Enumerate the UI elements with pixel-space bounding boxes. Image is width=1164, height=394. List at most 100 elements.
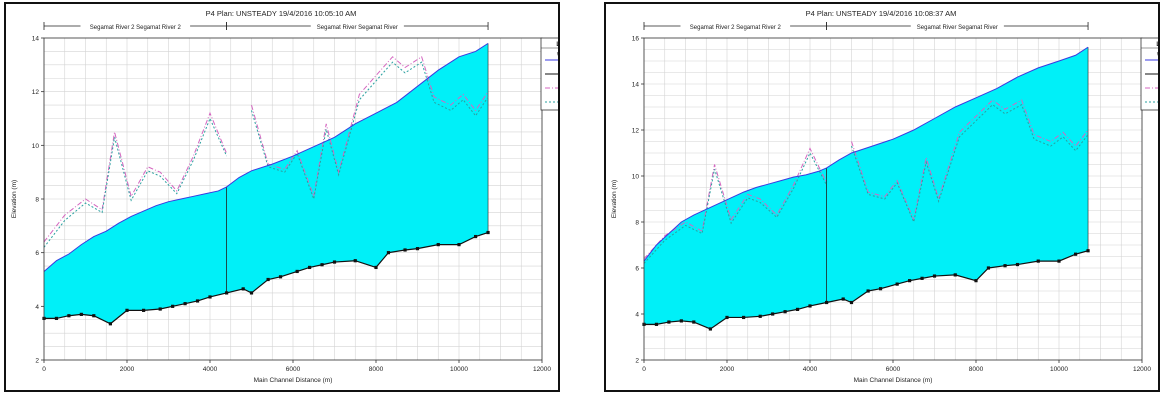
x-tick-label: 12000: [1133, 366, 1151, 373]
rob-line: [251, 61, 489, 201]
ground-point: [171, 304, 175, 308]
ground-point: [849, 300, 854, 305]
x-tick-label: 8000: [369, 366, 384, 373]
x-tick-label: 4000: [203, 366, 218, 373]
ground-point: [158, 307, 162, 311]
ground-point: [386, 251, 391, 255]
ground-point: [667, 320, 671, 324]
reach-label: Segamat River 2 Segamat River 2: [690, 25, 782, 31]
y-tick-label: 12: [632, 128, 640, 135]
lob-line: [643, 147, 828, 260]
ground-point: [866, 289, 870, 293]
profile-chart-left: P4 Plan: UNSTEADY 19/4/2016 10:05:10 AM S…: [11, 9, 558, 384]
y-tick-label: 10: [32, 143, 40, 150]
ground-point: [1074, 252, 1078, 256]
legend-title: Legend: [1156, 42, 1158, 48]
ground-point: [474, 234, 478, 239]
ground-point: [266, 277, 270, 282]
ground-point: [783, 310, 787, 314]
ws-line: [643, 46, 1089, 262]
ground-point: [895, 282, 899, 286]
reach-label-bg: [680, 21, 791, 31]
ground-point: [332, 260, 337, 264]
ground-point: [353, 259, 357, 263]
ground-point: [808, 304, 812, 308]
legend-entry-label: WS Pf 1: [557, 52, 558, 58]
reach-label: Segamat River Segamat River: [917, 25, 998, 31]
x-tick-label: 0: [642, 366, 646, 373]
x-tick-label: 6000: [886, 366, 901, 373]
ground-point: [841, 297, 845, 301]
lob-line: [851, 99, 1089, 222]
ground-point: [195, 299, 200, 303]
x-tick-label: 12000: [533, 366, 551, 373]
x-tick-label: 2000: [120, 366, 135, 373]
ground-point: [241, 287, 245, 291]
reach-label-bg: [80, 21, 191, 31]
ground-point: [654, 322, 659, 326]
x-tick-label: 8000: [969, 366, 984, 373]
ground-point: [225, 291, 229, 295]
y-axis-label: Elevation (m): [611, 180, 618, 218]
ground-point: [825, 300, 829, 305]
x-axis-label: Main Channel Distance (m): [854, 377, 933, 384]
ws-line: [43, 42, 489, 272]
y-tick-label: 12: [32, 89, 40, 96]
ground-point: [92, 314, 96, 318]
profile-chart-right: P4 Plan: UNSTEADY 19/4/2016 10:08:37 AM S…: [611, 9, 1158, 384]
y-tick-label: 4: [35, 304, 39, 311]
legend: LegendWS Pf 1GroundLOBROB: [540, 37, 558, 111]
ground-point: [308, 265, 312, 270]
ground-point: [708, 327, 712, 331]
ground-point: [54, 316, 59, 321]
legend-entry-label: WS Pf 1: [1157, 52, 1158, 58]
legend: LegendWS Pf 1GroundLOBROB: [1140, 37, 1158, 111]
ground-point: [1003, 264, 1007, 268]
ground-point: [125, 308, 129, 312]
x-tick-label: 6000: [286, 366, 301, 373]
ground-point: [142, 308, 146, 312]
ground-point: [679, 319, 683, 323]
ground-point: [486, 230, 490, 235]
legend-title: Legend: [556, 42, 558, 48]
lob-line: [251, 56, 489, 199]
ground-point: [953, 273, 957, 277]
ground-point: [878, 287, 883, 291]
ground-point: [295, 269, 299, 274]
ground-point: [79, 312, 83, 316]
ground-point: [771, 312, 775, 316]
ground-point: [436, 243, 440, 247]
y-tick-label: 2: [635, 358, 639, 365]
ground-point: [920, 276, 924, 280]
x-tick-label: 4000: [803, 366, 818, 373]
y-tick-label: 6: [35, 250, 39, 257]
y-tick-label: 16: [632, 36, 640, 43]
y-tick-label: 4: [635, 312, 639, 319]
ground-point: [249, 291, 254, 295]
rob-line: [643, 151, 828, 264]
x-tick-label: 2000: [720, 366, 735, 373]
y-tick-label: 8: [35, 197, 39, 204]
y-tick-label: 2: [35, 358, 39, 365]
ground-point: [758, 314, 762, 318]
ground-point: [108, 322, 112, 326]
rob-line: [43, 117, 228, 248]
x-tick-label: 10000: [450, 366, 468, 373]
reach-label: Segamat River Segamat River: [317, 25, 398, 31]
ground-point: [932, 274, 937, 278]
rob-line: [851, 103, 1089, 224]
ground-point: [415, 247, 420, 251]
ground-point: [278, 275, 283, 279]
ground-point: [908, 279, 912, 283]
y-tick-label: 8: [635, 220, 639, 227]
ground-point: [374, 265, 378, 270]
y-tick-label: 10: [632, 174, 640, 181]
water-area-fill: [44, 43, 489, 324]
y-tick-label: 6: [635, 266, 639, 273]
ground-point: [742, 315, 746, 320]
ground-point: [1036, 259, 1040, 263]
reach-label-bg: [310, 21, 404, 31]
ground-point: [974, 279, 978, 283]
y-axis-label: Elevation (m): [11, 180, 18, 218]
y-tick-label: 14: [632, 82, 640, 89]
